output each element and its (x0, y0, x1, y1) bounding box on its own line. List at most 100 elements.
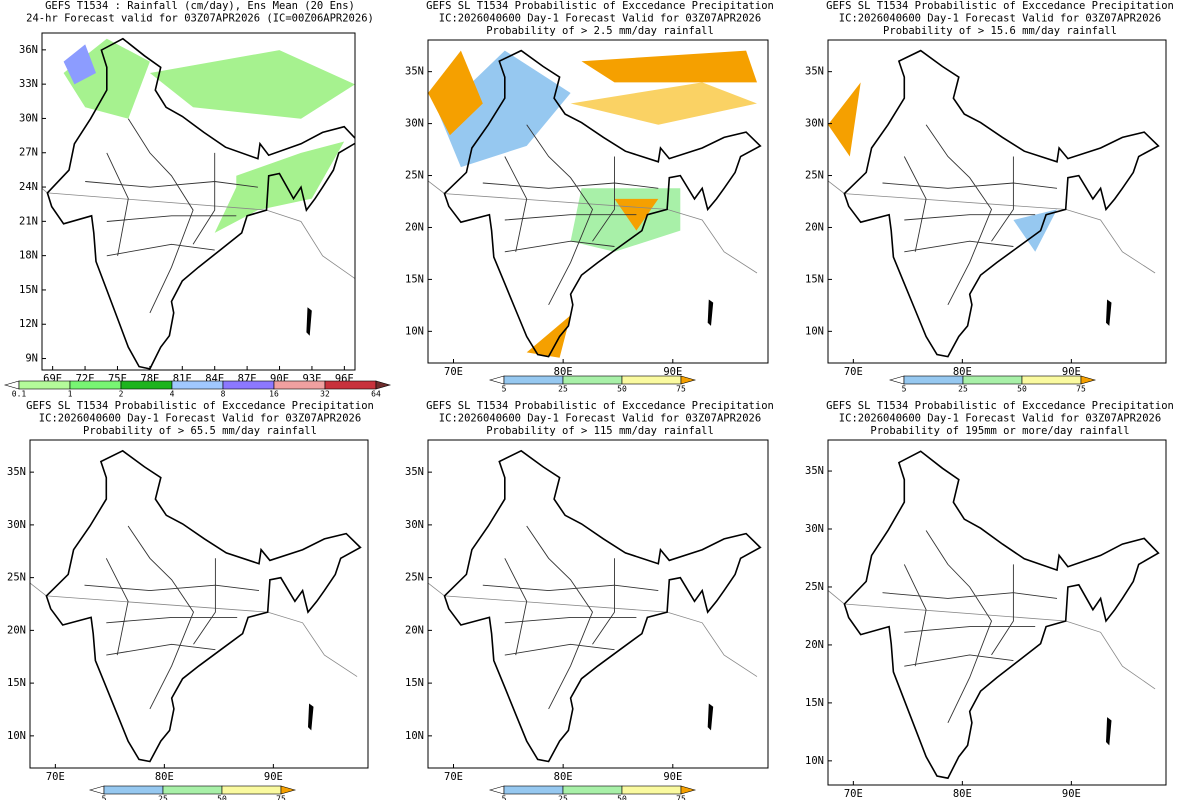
colorbar-label: 5 (902, 385, 907, 394)
state-border (193, 558, 216, 645)
lat-label: 30N (805, 523, 824, 535)
lat-label: 20N (7, 624, 26, 636)
lat-label: 10N (405, 325, 424, 337)
lon-label: 90E (663, 366, 682, 378)
lat-label: 18N (19, 250, 38, 262)
india-outline (46, 37, 355, 370)
lon-label: 90E (1062, 788, 1081, 800)
lat-label: 36N (19, 44, 38, 56)
lat-label: 30N (405, 118, 424, 130)
state-border (482, 584, 659, 592)
state-border (903, 156, 927, 252)
state-border (904, 626, 1036, 633)
islands (1106, 299, 1112, 326)
india-outline (843, 49, 1160, 358)
map-frame (427, 439, 769, 769)
lon-label: 70E (444, 366, 463, 378)
panel-title: GEFS SL T1534 Probabilistic of Exccedanc… (826, 400, 1174, 412)
colorbar-cell (222, 380, 275, 390)
colorbar-label: 50 (617, 795, 627, 800)
lat-label: 35N (405, 66, 424, 78)
rain-area (570, 82, 757, 125)
lat-label: 20N (405, 221, 424, 233)
lon-label: 90E (663, 771, 682, 783)
lat-label: 15N (405, 273, 424, 285)
state-border (85, 181, 258, 188)
colorbar-end (488, 375, 505, 385)
map-frame (41, 32, 356, 371)
panel-title: IC:2026040600 Day-1 Forecast Valid for 0… (39, 413, 361, 425)
islands (707, 703, 714, 731)
islands (707, 299, 714, 326)
panel-title: GEFS SL T1534 Probabilistic of Exccedanc… (26, 400, 374, 412)
state-border (504, 558, 528, 656)
colorbar-label: 75 (1076, 385, 1086, 394)
lon-label: 80E (953, 366, 972, 378)
lat-label: 30N (805, 118, 824, 130)
colorbar-label: 75 (676, 795, 686, 800)
colorbar-end (3, 380, 20, 390)
state-border (991, 156, 1014, 242)
colorbar-label: 50 (1017, 385, 1027, 394)
islands (306, 307, 312, 336)
map-body (428, 449, 762, 763)
state-border (105, 558, 129, 656)
colorbar-cell (962, 375, 1023, 385)
colorbar-label: 0.1 (12, 390, 27, 399)
lat-label: 35N (805, 465, 824, 477)
state-border (904, 654, 1014, 667)
map-frame (29, 439, 369, 769)
state-border (504, 643, 615, 656)
lat-label: 9N (25, 353, 38, 365)
lat-label: 30N (405, 519, 424, 531)
map-frame (827, 439, 1167, 786)
colorbar-label: 25 (558, 795, 568, 800)
colorbar-cell (221, 785, 282, 795)
panel-title: GEFS SL T1534 Probabilistic of Exccedanc… (826, 0, 1174, 12)
state-border (127, 118, 194, 314)
state-border (903, 564, 927, 667)
state-border (504, 214, 637, 221)
state-border (106, 643, 216, 656)
colorbar-label: 75 (676, 385, 686, 394)
map-frame (427, 39, 769, 364)
colorbar-label: 5 (502, 795, 507, 800)
state-border (592, 558, 615, 645)
state-border (925, 530, 993, 723)
state-border (192, 152, 216, 245)
state-border (904, 240, 1014, 253)
islands (308, 703, 314, 731)
panel-title: Probability of 195mm or more/day rainfal… (870, 425, 1129, 437)
state-border (526, 124, 594, 306)
colorbar-label: 75 (276, 795, 286, 800)
colorbar-cell (503, 375, 564, 385)
lat-label: 25N (405, 170, 424, 182)
lat-label: 15N (805, 697, 824, 709)
state-border (504, 240, 615, 253)
lon-label: 80E (953, 788, 972, 800)
rain-area (1013, 209, 1057, 252)
panel-title: GEFS SL T1534 Probabilistic of Exccedanc… (426, 0, 774, 12)
lat-label: 10N (805, 755, 824, 767)
colorbar-label: 4 (170, 390, 175, 399)
panel-title: 24-hr Forecast valid for 03Z07APR2026 (I… (26, 13, 374, 25)
coastline (828, 180, 1156, 274)
colorbar-label: 2 (119, 390, 124, 399)
rain-area (439, 50, 571, 168)
lon-label: 90E (1062, 366, 1081, 378)
lon-label: 70E (46, 771, 65, 783)
india-outline (443, 449, 762, 763)
state-border (106, 152, 129, 256)
coastline (30, 582, 358, 677)
lat-label: 12N (19, 318, 38, 330)
lat-label: 15N (19, 284, 38, 296)
colorbar-label: 5 (502, 385, 507, 394)
lat-label: 20N (405, 624, 424, 636)
india-outline (843, 450, 1160, 780)
panel-title: GEFS T1534 : Rainfall (cm/day), Ens Mean… (45, 0, 355, 12)
panel-title: IC:2026040600 Day-1 Forecast Valid for 0… (839, 413, 1161, 425)
lon-label: 90E (264, 771, 283, 783)
colorbar-cell (162, 785, 223, 795)
state-border (106, 243, 215, 257)
lat-label: 33N (19, 78, 38, 90)
